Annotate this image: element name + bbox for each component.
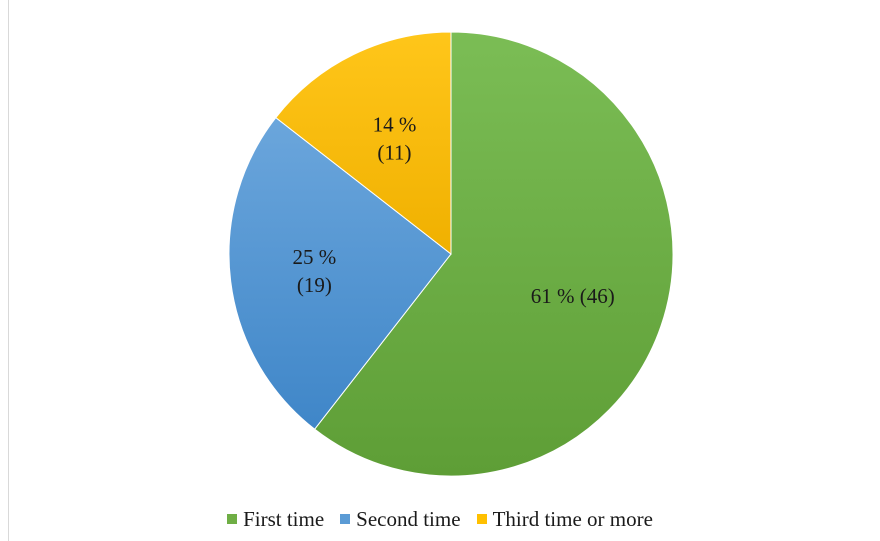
legend-label-first-time: First time — [243, 506, 325, 531]
data-label-line-third-time-or-more: 14 % — [373, 112, 417, 136]
data-label-line-first-time: 61 % (46) — [531, 284, 615, 308]
legend-label-third-time-or-more: Third time or more — [492, 506, 653, 531]
legend-item-third-time-or-more: Third time or more — [476, 506, 653, 532]
pie-slice-second-time — [228, 116, 452, 430]
data-label-first-time: 61 % (46) — [531, 284, 615, 308]
chart-frame-edge — [8, 0, 9, 541]
pie-data-labels: 61 % (46) 25 % (19) 14 % (11) — [293, 112, 615, 307]
legend-item-second-time: Second time — [340, 506, 461, 532]
pie-slices — [228, 31, 674, 477]
data-label-line-second-time: 25 % — [293, 245, 337, 269]
data-label-third-time-or-more: 14 % (11) — [373, 112, 417, 164]
legend-swatch-third-time-or-more — [476, 514, 487, 524]
data-label-line-third-time-or-more: (11) — [377, 140, 411, 164]
legend-swatch-second-time — [340, 514, 351, 524]
legend-label-second-time: Second time — [356, 506, 461, 531]
pie-slice-third-time-or-more — [275, 31, 452, 256]
data-label-second-time: 25 % (19) — [293, 245, 337, 297]
legend-item-first-time: First time — [227, 507, 324, 532]
data-label-line-second-time: (19) — [297, 273, 332, 297]
legend-swatch-first-time — [227, 514, 238, 524]
pie-slice-first-time — [313, 31, 674, 477]
legend: First time Second time Third time or mor… — [0, 506, 880, 532]
